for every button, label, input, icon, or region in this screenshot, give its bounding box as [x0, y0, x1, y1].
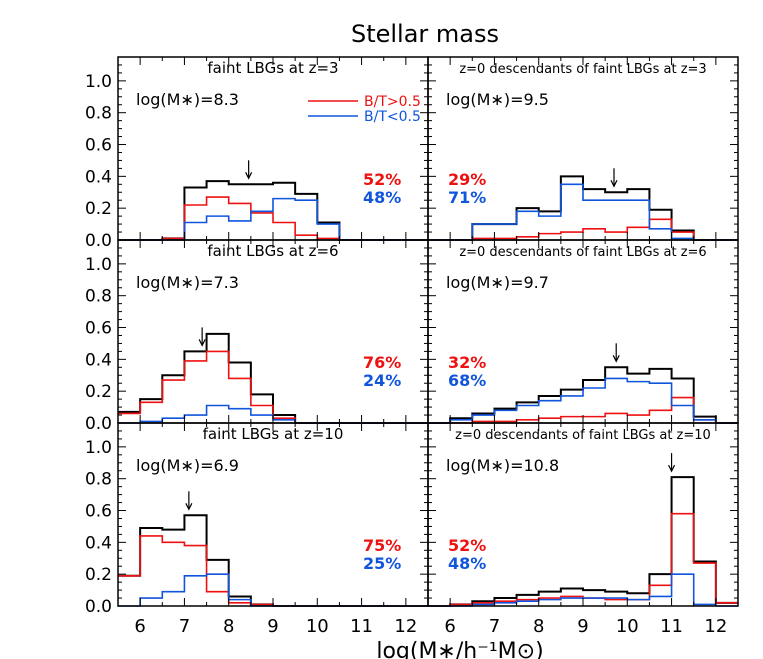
y-tick-label: 0.4	[85, 167, 112, 187]
x-tick-label: 8	[533, 616, 544, 637]
histogram-total-series	[428, 366, 738, 424]
bulge-percentage: 75%	[363, 536, 401, 555]
bulge-percentage: 32%	[448, 353, 486, 372]
histogram-bulge-series	[428, 512, 738, 607]
y-tick-label: 0.4	[85, 350, 112, 370]
mass-label: log(M∗)=8.3	[136, 90, 239, 109]
y-tick-label: 0.8	[85, 287, 112, 307]
x-axis-label: log(M∗/h⁻¹M⊙)	[376, 639, 543, 659]
panel-title: z=0 descendants of faint LBGs at z=3	[459, 62, 706, 77]
y-tick-label: 0.0	[85, 231, 112, 251]
x-tick-label: 11	[350, 616, 373, 637]
disk-percentage: 71%	[448, 188, 486, 207]
histogram-disk-series	[428, 183, 738, 241]
disk-percentage: 48%	[448, 554, 486, 573]
legend-label: B/T>0.5	[364, 94, 421, 110]
y-tick-label: 1.0	[85, 72, 112, 92]
x-tick-label: 6	[444, 616, 455, 637]
median-arrow-head	[185, 503, 193, 511]
mass-label: log(M∗)=9.7	[446, 273, 549, 292]
disk-percentage: 68%	[448, 371, 486, 390]
mass-label: log(M∗)=10.8	[446, 456, 559, 475]
disk-percentage: 24%	[363, 371, 401, 390]
y-tick-label: 0.8	[85, 470, 112, 490]
bulge-percentage: 29%	[448, 170, 486, 189]
panel-title: faint LBGs at z=3	[207, 59, 338, 77]
panel-frame	[117, 422, 429, 607]
x-tick-labels: 6 7 8 9 10 11 12 6 7 8 9 10 11 12	[134, 616, 727, 637]
bulge-percentage: 52%	[448, 536, 486, 555]
x-tick-label: 10	[306, 616, 329, 637]
x-tick-label: 7	[179, 616, 190, 637]
legend-label: B/T<0.5	[364, 109, 421, 125]
median-arrow-head	[668, 464, 676, 473]
y-tick-label: 1.0	[85, 255, 112, 275]
y-tick-label: 0.2	[85, 565, 112, 585]
y-tick-label: 0.6	[85, 502, 112, 522]
panel-frame	[427, 56, 739, 241]
panel-middle-right: z=0 descendants of faint LBGs at z=6 log(…	[427, 239, 739, 424]
x-tick-label: 10	[616, 616, 639, 637]
x-tick-label: 9	[577, 616, 588, 637]
y-tick-label: 0.8	[85, 104, 112, 124]
panel-title: faint LBGs at z=10	[203, 425, 344, 443]
x-tick-label: 12	[394, 616, 417, 637]
panel-title: z=0 descendants of faint LBGs at z=6	[459, 245, 706, 260]
mass-label: log(M∗)=7.3	[136, 273, 239, 292]
median-arrow-head	[198, 339, 206, 347]
panel-middle-left: 0.0 0.2 0.4 0.6 0.8 1.0 faint LBGs at z=6 log(M…	[85, 239, 429, 434]
x-tick-label: 6	[134, 616, 145, 637]
median-arrow-head	[245, 172, 253, 180]
mass-label: log(M∗)=6.9	[136, 456, 239, 475]
y-tick-label: 0.0	[85, 597, 112, 617]
panel-title: faint LBGs at z=6	[207, 242, 338, 260]
y-tick-label: 0.2	[85, 382, 112, 402]
x-tick-label: 11	[660, 616, 683, 637]
panel-top-right: z=0 descendants of faint LBGs at z=3 log(…	[427, 56, 739, 241]
panel-bottom-right: z=0 descendants of faint LBGs at z=10 log…	[427, 422, 739, 607]
mass-label: log(M∗)=9.5	[446, 90, 549, 109]
panel-title: z=0 descendants of faint LBGs at z=10	[455, 428, 711, 443]
bulge-percentage: 52%	[363, 170, 401, 189]
y-tick-label: 0.4	[85, 533, 112, 553]
panels: 0.0 0.2 0.4 0.6 0.8 1.0 faint LBGs at z=3 log(M…	[85, 56, 739, 617]
x-tick-label: 9	[267, 616, 278, 637]
disk-percentage: 48%	[363, 188, 401, 207]
figure-title: Stellar mass	[351, 20, 499, 48]
histogram-total-series	[428, 476, 738, 607]
y-tick-label: 0.6	[85, 136, 112, 156]
histogram-disk-series	[428, 377, 738, 424]
x-tick-label: 8	[223, 616, 234, 637]
median-arrow-head	[610, 179, 618, 188]
x-tick-label: 7	[489, 616, 500, 637]
y-tick-label: 0.2	[85, 199, 112, 219]
bulge-percentage: 76%	[363, 353, 401, 372]
disk-percentage: 25%	[363, 554, 401, 573]
y-tick-label: 0.6	[85, 319, 112, 339]
y-tick-label: 0.0	[85, 414, 112, 434]
panel-bottom-left: 0.0 0.2 0.4 0.6 0.8 1.0 faint LBGs at z=10 log(…	[85, 422, 429, 617]
x-tick-label: 12	[704, 616, 727, 637]
median-arrow-head	[612, 355, 620, 363]
y-tick-label: 1.0	[85, 438, 112, 458]
panel-top-left: 0.0 0.2 0.4 0.6 0.8 1.0 faint LBGs at z=3 log(M…	[85, 56, 429, 251]
